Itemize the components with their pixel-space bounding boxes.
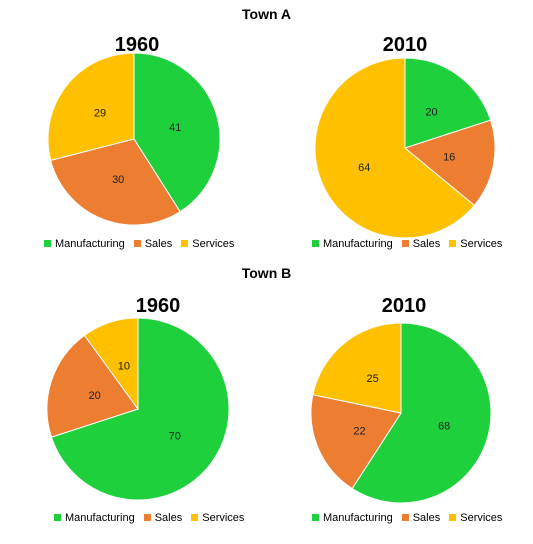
- legend: Manufacturing Sales Services: [54, 512, 253, 524]
- data-label-services: 10: [118, 361, 130, 373]
- legend: Manufacturing Sales Services: [312, 238, 511, 250]
- pie-slice-manufacturing: [351, 322, 492, 504]
- data-label-sales: 16: [443, 151, 455, 163]
- legend-item-services: Services: [449, 512, 502, 524]
- data-label-sales: 30: [112, 174, 124, 186]
- data-label-manufacturing: 41: [169, 122, 181, 134]
- legend-label: Sales: [154, 512, 183, 524]
- legend-item-sales: Sales: [143, 512, 183, 524]
- pie-slice-services: [83, 317, 139, 411]
- legend-label: Manufacturing: [323, 238, 393, 250]
- legend-swatch: [181, 240, 189, 247]
- chart-title: 2010: [382, 34, 428, 56]
- legend-label: Manufacturing: [55, 238, 125, 250]
- legend-label: Services: [460, 238, 503, 250]
- pie-slice-sales: [46, 334, 139, 438]
- pie-slice-manufacturing: [404, 57, 492, 149]
- pie-slice-services: [314, 57, 476, 239]
- legend-label: Services: [202, 512, 245, 524]
- legend-label: Manufacturing: [323, 512, 393, 524]
- legend-item-services: Services: [191, 512, 244, 524]
- legend-swatch: [44, 240, 51, 247]
- legend-swatch: [54, 514, 61, 521]
- legend-label: Sales: [412, 238, 441, 250]
- chart-title: 2010: [381, 295, 427, 317]
- legend-item-sales: Sales: [401, 238, 441, 250]
- pie-slice-sales: [50, 138, 181, 226]
- legend-swatch: [143, 514, 151, 521]
- data-label-services: 29: [94, 108, 106, 120]
- pie-slice-services: [47, 52, 135, 161]
- data-label-services: 64: [358, 162, 370, 174]
- legend-item-services: Services: [181, 238, 234, 250]
- legend-label: Services: [460, 512, 503, 524]
- town-a-title: Town A: [242, 6, 291, 22]
- data-label-sales: 20: [89, 390, 101, 402]
- chart-title: 1960: [114, 34, 160, 56]
- data-label-manufacturing: 70: [169, 431, 181, 443]
- legend-item-manufacturing: Manufacturing: [312, 238, 393, 250]
- legend-label: Manufacturing: [65, 512, 135, 524]
- legend-item-sales: Sales: [133, 238, 173, 250]
- legend-item-manufacturing: Manufacturing: [312, 512, 393, 524]
- legend-label: Services: [192, 238, 235, 250]
- legend-swatch: [312, 514, 319, 521]
- legend-swatch: [449, 240, 457, 247]
- chart-title: 1960: [135, 295, 181, 317]
- legend-swatch: [133, 240, 141, 247]
- legend: Manufacturing Sales Services: [312, 512, 511, 524]
- legend-label: Sales: [412, 512, 441, 524]
- pie-slice-manufacturing: [50, 317, 230, 501]
- legend-item-services: Services: [449, 238, 502, 250]
- town-b-title: Town B: [241, 265, 292, 281]
- pie-slice-services: [312, 322, 402, 414]
- legend-item-sales: Sales: [401, 512, 441, 524]
- legend-label: Sales: [144, 238, 173, 250]
- data-label-manufacturing: 68: [438, 421, 450, 433]
- pie-slice-sales: [403, 119, 496, 207]
- legend-swatch: [449, 514, 457, 521]
- data-label-manufacturing: 20: [425, 107, 437, 119]
- pie-slice-sales: [310, 394, 402, 490]
- data-label-services: 25: [366, 373, 378, 385]
- legend-swatch: [312, 240, 319, 247]
- legend: Manufacturing Sales Services: [44, 238, 243, 250]
- data-label-sales: 22: [353, 425, 365, 437]
- legend-item-manufacturing: Manufacturing: [54, 512, 135, 524]
- legend-swatch: [401, 240, 409, 247]
- legend-swatch: [401, 514, 409, 521]
- legend-item-manufacturing: Manufacturing: [44, 238, 125, 250]
- legend-swatch: [191, 514, 199, 521]
